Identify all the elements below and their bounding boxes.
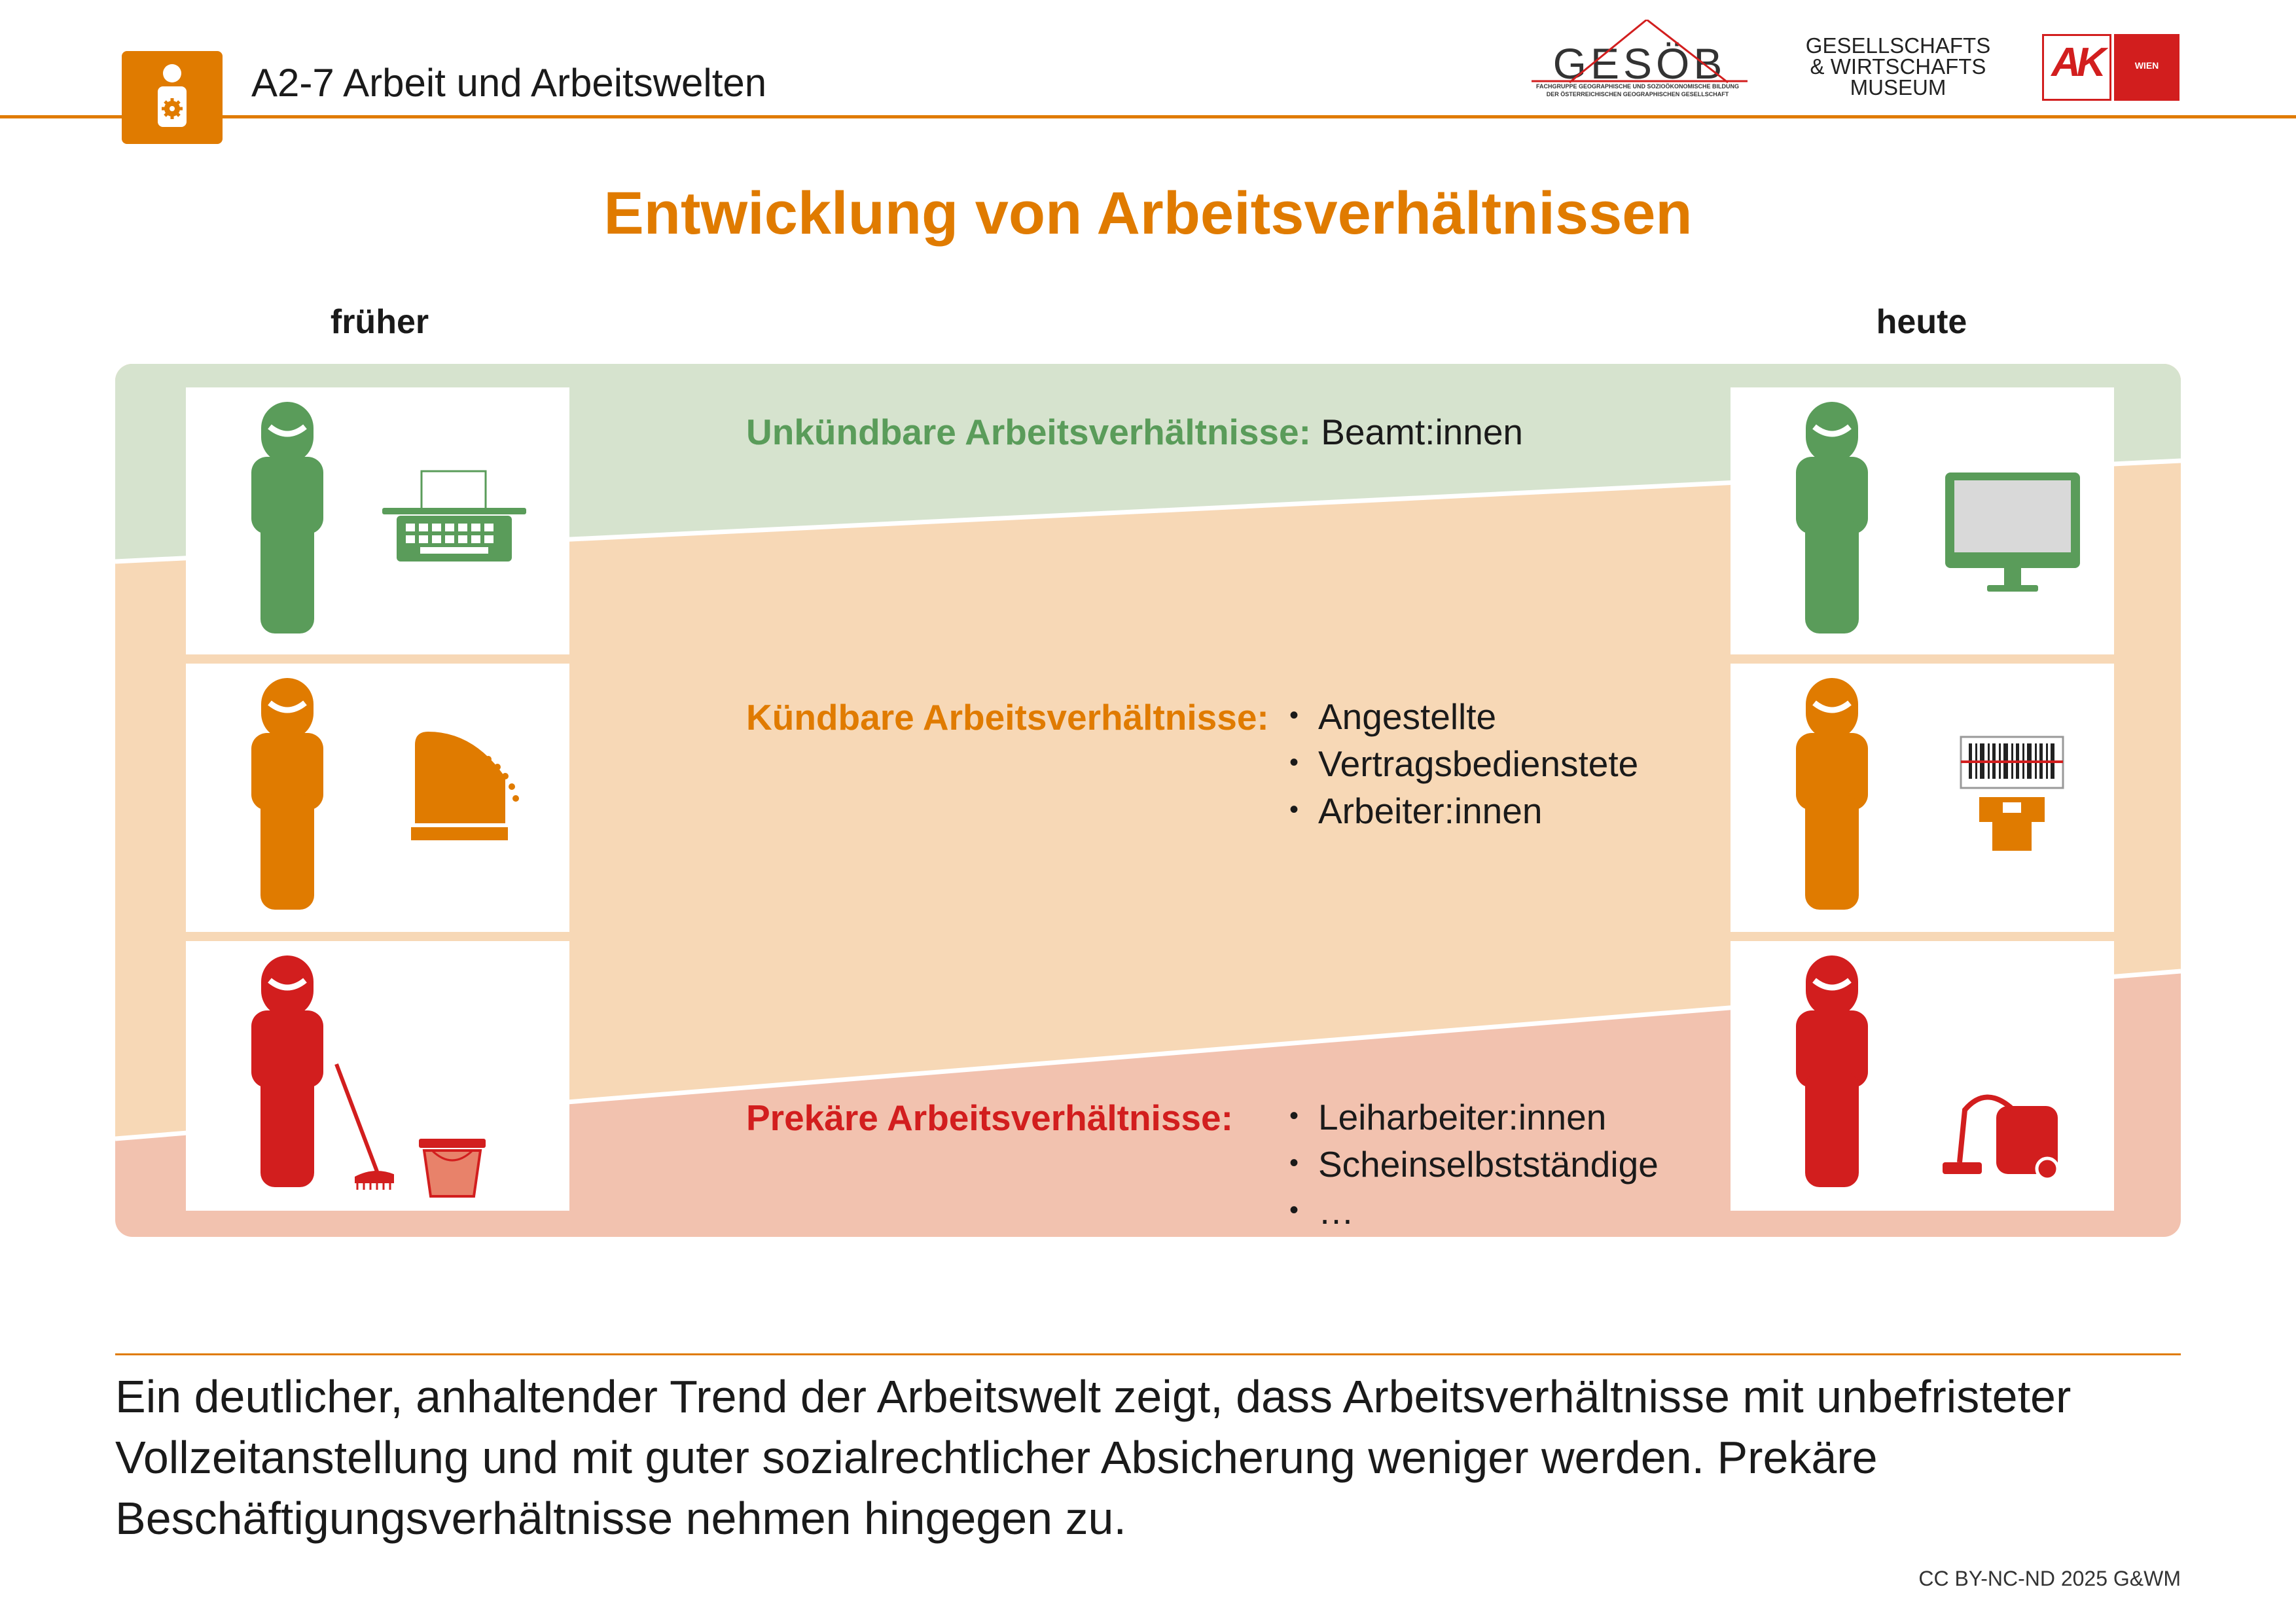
panel-past-civil-servant: [186, 387, 569, 654]
list-item: Leiharbeiter:innen: [1289, 1093, 1659, 1140]
panel-present-employee: [1731, 664, 2114, 932]
cash-register-icon: [411, 732, 519, 840]
category-precarious-label: Prekäre Arbeitsverhältnisse:: [746, 1097, 1233, 1138]
svg-text:GESÖB: GESÖB: [1553, 39, 1727, 88]
panel-past-employee: [186, 664, 569, 932]
category-non-terminable-label: Unkündbare Arbeitsverhältnisse:: [746, 412, 1311, 452]
ak-wien-block: [2114, 34, 2179, 101]
typewriter-icon: [382, 470, 526, 562]
panel-present-cleaner: [1731, 941, 2114, 1211]
label-present: heute: [1876, 303, 1967, 341]
ak-logo: [2042, 34, 2111, 101]
license-note: CC BY-NC-ND 2025 G&WM: [1918, 1567, 2181, 1590]
ak-wien-text: WIEN: [2134, 60, 2159, 71]
worker-icon: [1796, 402, 1868, 633]
barcode-scanner-icon: [1960, 736, 2064, 851]
header-title: A2-7 Arbeit und Arbeitswelten: [251, 61, 767, 105]
museum-logo: GESELLSCHAFTS & WIRTSCHAFTS MUSEUM: [1805, 33, 1991, 99]
header-divider: [0, 115, 2296, 118]
gesoeb-subline: FACHGRUPPE GEOGRAPHISCHE UND SOZIOÖKONOM…: [1535, 83, 1740, 98]
category-terminable-label: Kündbare Arbeitsverhältnisse:: [746, 697, 1269, 738]
monitor-icon: [1945, 473, 2080, 592]
worker-gear-icon: [122, 51, 223, 144]
band-terminable: [115, 364, 2181, 1139]
gesoeb-logo: GESÖB: [1532, 18, 1748, 105]
worker-icon: [1796, 955, 1868, 1187]
footer-text: Ein deutlicher, anhaltender Trend der Ar…: [115, 1371, 2072, 1544]
worker-icon: [251, 402, 323, 633]
category-non-terminable: Unkündbare Arbeitsverhältnisse: Beamt:in…: [746, 411, 1523, 453]
panel-present-civil-servant: [1731, 387, 2114, 654]
list-item: …: [1289, 1187, 1659, 1234]
bucket-icon: [419, 1139, 486, 1198]
category-precarious-list: Leiharbeiter:innen Scheinselbstständige …: [1289, 1093, 1659, 1234]
vacuum-cleaner-icon: [1943, 1094, 2060, 1181]
ak-logo-mark: AK: [2051, 40, 2106, 85]
employment-diagram: [115, 364, 2181, 1237]
footer-divider: [115, 1353, 2181, 1355]
worker-icon: [251, 678, 323, 910]
broom-icon: [334, 1063, 394, 1190]
list-item: Scheinselbstständige: [1289, 1140, 1659, 1187]
category-non-terminable-example: Beamt:innen: [1321, 412, 1524, 452]
band-non-terminable: [115, 364, 2181, 562]
list-item: Angestellte: [1289, 692, 1638, 740]
list-item: Vertragsbedienstete: [1289, 740, 1638, 787]
panel-past-cleaner: [186, 941, 569, 1211]
label-past: früher: [330, 303, 429, 341]
page-title: Entwicklung von Arbeitsverhältnissen: [603, 180, 1693, 247]
category-terminable-list: Angestellte Vertragsbedienstete Arbeiter…: [1289, 692, 1638, 834]
list-item: Arbeiter:innen: [1289, 787, 1638, 834]
worker-icon: [1796, 678, 1868, 910]
worker-icon: [251, 955, 323, 1187]
